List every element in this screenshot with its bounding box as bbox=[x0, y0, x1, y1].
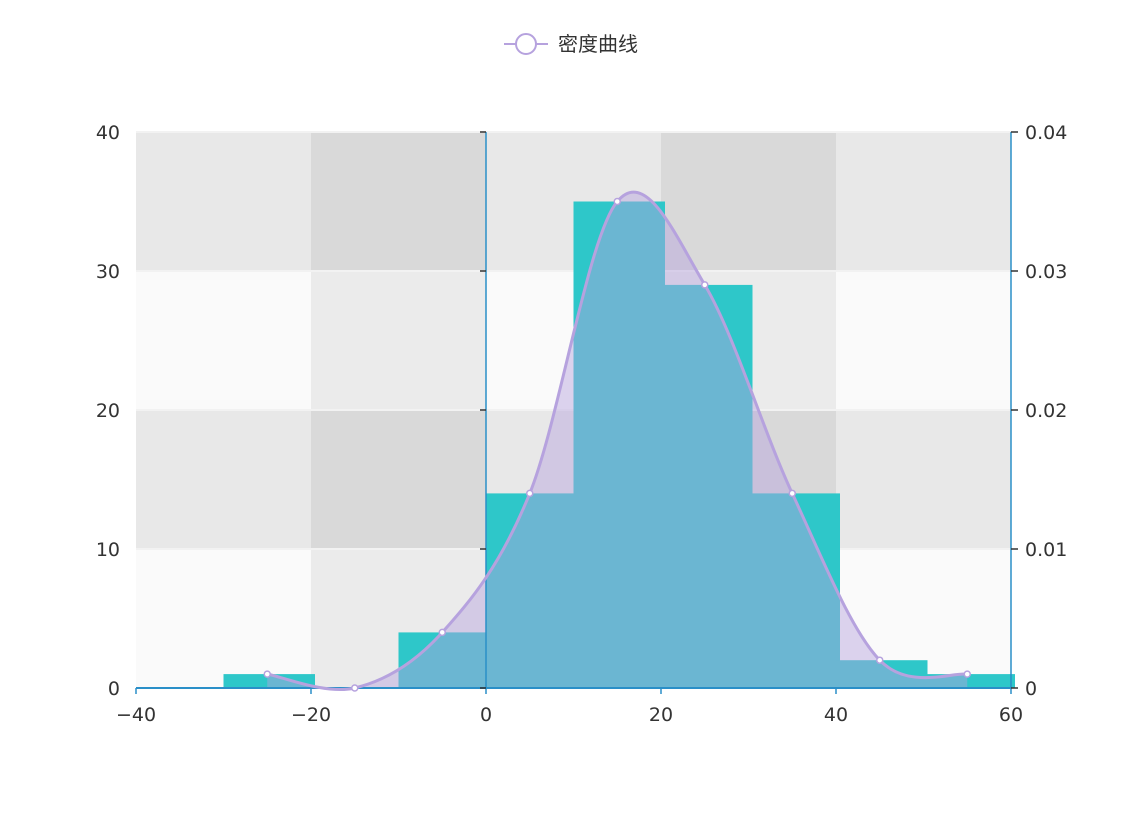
x-tick-label: −40 bbox=[116, 704, 156, 726]
density-curve bbox=[266, 190, 968, 691]
y-right-tick-label: 0 bbox=[1025, 678, 1037, 700]
legend[interactable]: 密度曲线 bbox=[504, 32, 638, 56]
y-left-tick-label: 10 bbox=[96, 539, 120, 561]
histogram-bar bbox=[923, 674, 1015, 688]
density-point bbox=[701, 281, 709, 289]
density-area-fill bbox=[267, 192, 968, 690]
histogram-bar bbox=[486, 493, 578, 688]
density-points bbox=[263, 197, 971, 692]
y-right-tick-label: 0.01 bbox=[1025, 539, 1067, 561]
y-left-tick-label: 30 bbox=[96, 261, 120, 283]
x-tick-label: 60 bbox=[999, 704, 1023, 726]
density-point bbox=[876, 656, 884, 664]
density-point bbox=[351, 684, 359, 692]
background-band bbox=[311, 132, 486, 271]
density-curve-line bbox=[266, 190, 968, 691]
y-right-tick-label: 0.02 bbox=[1025, 400, 1067, 422]
x-tick-label: 40 bbox=[824, 704, 848, 726]
x-tick-label: 20 bbox=[649, 704, 673, 726]
y-left-tick-label: 40 bbox=[96, 122, 120, 144]
y-right-tick-label: 0.04 bbox=[1025, 122, 1067, 144]
background-band bbox=[136, 271, 311, 410]
density-point bbox=[526, 489, 534, 498]
density-point bbox=[788, 489, 796, 498]
background-band bbox=[311, 410, 486, 549]
y-left-tick-label: 0 bbox=[108, 678, 120, 700]
x-tick-label: 0 bbox=[480, 704, 492, 726]
background-band bbox=[311, 271, 486, 410]
histogram-bar bbox=[748, 493, 840, 688]
density-point bbox=[438, 628, 446, 637]
legend-marker-icon bbox=[515, 33, 537, 55]
density-point bbox=[263, 670, 271, 678]
density-point bbox=[613, 197, 621, 206]
density-point bbox=[963, 670, 971, 678]
histogram-bar bbox=[573, 201, 665, 688]
background-band bbox=[836, 271, 1011, 410]
legend-label: 密度曲线 bbox=[558, 32, 638, 56]
density-area bbox=[267, 192, 968, 690]
x-tick-label: −20 bbox=[291, 704, 331, 726]
histogram-bar bbox=[223, 674, 315, 688]
y-right-tick-label: 0.03 bbox=[1025, 261, 1067, 283]
background-band bbox=[836, 410, 1011, 549]
background-band bbox=[136, 410, 311, 549]
background-band bbox=[661, 132, 836, 271]
background-band bbox=[836, 132, 1011, 271]
background-band bbox=[136, 549, 311, 688]
background-band bbox=[136, 132, 311, 271]
histogram-bar bbox=[836, 660, 928, 688]
y-left-tick-label: 20 bbox=[96, 400, 120, 422]
